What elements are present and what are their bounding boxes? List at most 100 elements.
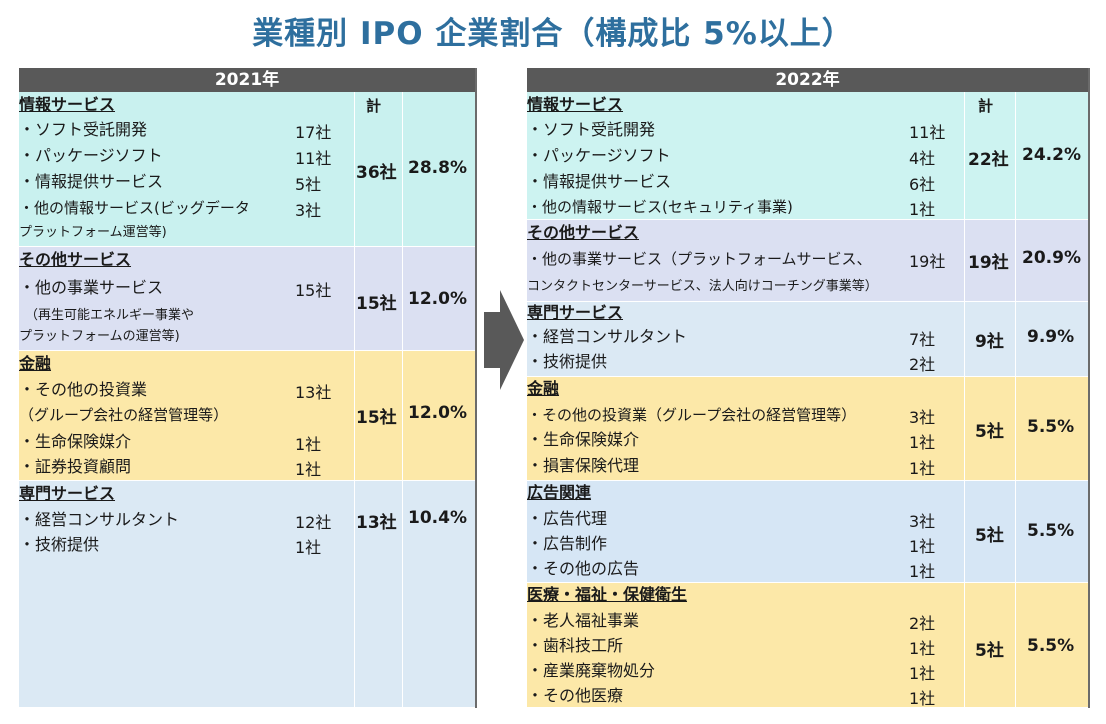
section-title: 情報サービス (527, 95, 624, 114)
section-percent: 12.0% (408, 403, 467, 423)
section-title: 金融 (527, 379, 560, 398)
total-label: 計 (366, 97, 382, 115)
section-percent: 5.5% (1027, 521, 1075, 541)
count: 1社 (909, 664, 936, 683)
count: 1社 (909, 433, 936, 452)
count: 1社 (909, 689, 936, 708)
section-info-services-2022: 情報サービス 計 ・ソフト受託開発 11社 ・パッケージソフト 4社 ・情報提供… (527, 92, 1088, 220)
section-percent: 24.2% (1022, 145, 1081, 165)
count: 4社 (909, 149, 936, 168)
list-item: ・他の情報サービス(セキュリティ事業) (527, 198, 793, 216)
list-item: ・他の事業サービス (19, 278, 164, 297)
page-title: 業種別 IPO 企業割合（構成比 5%以上） (252, 16, 854, 52)
list-item: プラットフォームの運営等) (19, 329, 180, 344)
count: 1社 (909, 639, 936, 658)
section-total: 15社 (356, 294, 397, 314)
section-percent: 12.0% (408, 289, 467, 309)
list-item: （再生可能エネルギー事業や (25, 308, 195, 323)
section-title: 専門サービス (527, 303, 624, 322)
section-other-services-2022: その他サービス ・他の事業サービス（プラットフォームサービス、 19社 コンタク… (527, 220, 1088, 302)
count: 1社 (909, 537, 936, 556)
list-item: コンタクトセンターサービス、法人向けコーチング事業等） (527, 279, 878, 294)
count: 1社 (295, 460, 322, 479)
count: 11社 (909, 123, 946, 142)
section-total: 5社 (975, 641, 1004, 661)
section-title: 金融 (19, 354, 52, 373)
section-percent: 20.9% (1022, 248, 1081, 268)
list-item: ・その他医療 (527, 686, 624, 705)
section-title: 専門サービス (19, 484, 116, 503)
arrow-right-icon (484, 290, 524, 390)
count: 1社 (909, 562, 936, 581)
count: 1社 (909, 200, 936, 219)
list-item: ・損害保険代理 (527, 456, 640, 475)
count: 7社 (909, 330, 936, 349)
section-medical-welfare-2022: 医療・福祉・保健衛生 ・老人福祉事業 2社 ・歯科技工所 1社 ・産業廃棄物処分… (527, 583, 1088, 708)
count: 2社 (909, 355, 936, 374)
list-item: ・広告代理 (527, 509, 608, 528)
list-item: ・歯科技工所 (527, 636, 624, 655)
list-item: ・広告制作 (527, 534, 608, 553)
count: 11社 (295, 149, 332, 168)
list-item: ・情報提供サービス (527, 172, 672, 191)
list-item: ・パッケージソフト (19, 146, 163, 165)
section-total: 9社 (975, 332, 1004, 352)
section-title: その他サービス (19, 250, 132, 269)
count: 1社 (295, 538, 322, 557)
list-item: プラットフォーム運営等) (19, 225, 167, 240)
section-finance-2022: 金融 ・その他の投資業（グループ会社の経営管理等） 3社 ・生命保険媒介 1社 … (527, 377, 1088, 481)
section-title: 情報サービス (19, 95, 116, 114)
section-advertising-2022: 広告関連 ・広告代理 3社 ・広告制作 1社 ・その他の広告 1社 5社 5.5… (527, 481, 1088, 583)
list-item: ・他の事業サービス（プラットフォームサービス、 (527, 250, 872, 268)
list-item: ・経営コンサルタント (527, 327, 688, 346)
section-percent: 10.4% (408, 508, 467, 528)
count: 15社 (295, 281, 332, 300)
count: 3社 (909, 408, 936, 427)
list-item: ・生命保険媒介 (19, 432, 132, 451)
list-item: ・ソフト受託開発 (527, 120, 656, 139)
list-item: ・その他の投資業（グループ会社の経営管理等） (527, 406, 857, 424)
list-item: ・パッケージソフト (527, 146, 671, 165)
list-item: ・技術提供 (19, 535, 100, 554)
section-total: 36社 (356, 163, 397, 183)
list-item: ・その他の広告 (527, 559, 640, 578)
year-header-2021: 2021年 (19, 68, 475, 92)
section-title: 医療・福祉・保健衛生 (527, 585, 688, 604)
section-total: 13社 (356, 513, 397, 533)
count: 2社 (909, 614, 936, 633)
count: 1社 (909, 459, 936, 478)
count: 1社 (295, 435, 322, 454)
section-total: 5社 (975, 422, 1004, 442)
count: 3社 (909, 512, 936, 531)
section-percent: 28.8% (408, 158, 467, 178)
list-item: ・その他の投資業 (19, 380, 148, 399)
list-item: ・産業廃棄物処分 (527, 661, 656, 680)
list-item: ・証券投資顧問 (19, 457, 132, 476)
table-2021: 2021年 情報サービス 計 ・ソフト受託開発 17社 ・パッケージソフト 11… (19, 68, 477, 708)
list-item: ・生命保険媒介 (527, 430, 640, 449)
total-label: 計 (978, 97, 994, 115)
table-2022: 2022年 情報サービス 計 ・ソフト受託開発 11社 ・パッケージソフト 4社… (527, 68, 1090, 708)
section-total: 19社 (968, 253, 1009, 273)
section-title: 広告関連 (527, 483, 592, 502)
list-item: ・経営コンサルタント (19, 510, 180, 529)
year-header-2022: 2022年 (527, 68, 1088, 92)
section-professional-services-2021: 専門サービス ・経営コンサルタント 12社 ・技術提供 1社 13社 10.4% (19, 481, 475, 708)
section-percent: 9.9% (1027, 327, 1075, 347)
list-item: ・ソフト受託開発 (19, 120, 148, 139)
list-item: ・老人福祉事業 (527, 611, 640, 630)
section-total: 5社 (975, 526, 1004, 546)
count: 3社 (295, 201, 322, 220)
count: 19社 (909, 252, 946, 271)
section-total: 22社 (968, 150, 1009, 170)
count: 12社 (295, 513, 332, 532)
section-professional-services-2022: 専門サービス ・経営コンサルタント 7社 ・技術提供 2社 9社 9.9% (527, 302, 1088, 377)
section-finance-2021: 金融 ・その他の投資業 13社 （グループ会社の経営管理等） ・生命保険媒介 1… (19, 351, 475, 481)
list-item: ・他の情報サービス(ビッグデータ (19, 199, 250, 217)
section-info-services-2021: 情報サービス 計 ・ソフト受託開発 17社 ・パッケージソフト 11社 ・情報提… (19, 92, 475, 247)
list-item: （グループ会社の経営管理等） (19, 406, 229, 424)
section-other-services-2021: その他サービス ・他の事業サービス 15社 （再生可能エネルギー事業や プラット… (19, 247, 475, 351)
section-total: 15社 (356, 408, 397, 428)
count: 5社 (295, 175, 322, 194)
count: 17社 (295, 123, 332, 142)
